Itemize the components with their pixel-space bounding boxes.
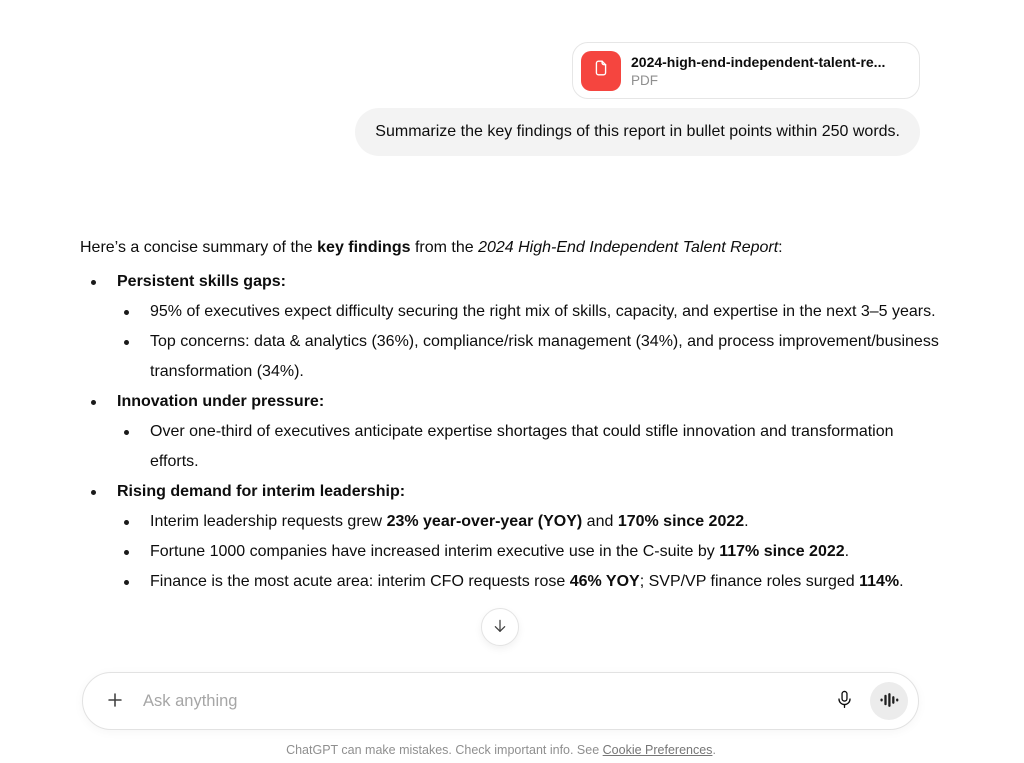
report-title: 2024 High-End Independent Talent Report: [478, 239, 779, 256]
list-item: Interim leadership requests grew 23% yea…: [124, 507, 942, 537]
file-meta: 2024-high-end-independent-talent-re... P…: [631, 52, 885, 90]
attach-plus-button[interactable]: [103, 689, 127, 713]
list-item: Top concerns: data & analytics (36%), co…: [124, 327, 942, 387]
item-bold: 170% since 2022: [617, 513, 745, 530]
item-bold: 46% YOY: [569, 573, 640, 590]
findings-list: Persistent skills gaps: 95% of executive…: [80, 267, 942, 597]
cookie-preferences-link[interactable]: Cookie Preferences: [602, 743, 713, 757]
dictate-button[interactable]: [832, 689, 856, 713]
list-item: Finance is the most acute area: interim …: [124, 567, 942, 597]
file-name: 2024-high-end-independent-talent-re...: [631, 53, 886, 70]
item-bold: 117% since 2022: [719, 543, 845, 560]
footer-disclaimer: ChatGPT can make mistakes. Check importa…: [80, 742, 922, 759]
intro-text: Here’s a concise summary of the: [80, 239, 318, 256]
item-text: and: [582, 513, 618, 530]
item-text: .: [899, 573, 904, 590]
item-text: Fortune 1000 companies have increased in…: [150, 543, 720, 560]
section-heading: Rising demand for interim leadership:: [117, 483, 406, 500]
item-text: .: [744, 513, 749, 530]
list-item: 95% of executives expect difficulty secu…: [124, 297, 942, 327]
list-item: Over one-third of executives anticipate …: [124, 417, 942, 477]
disclaimer-text: .: [712, 743, 716, 757]
intro-bold: key findings: [317, 239, 411, 256]
finding-section: Rising demand for interim leadership: In…: [91, 477, 942, 597]
item-text: Top concerns: data & analytics (36%), co…: [150, 333, 939, 380]
document-icon: [590, 57, 612, 84]
microphone-icon: [834, 689, 855, 713]
pdf-file-badge: [581, 50, 621, 91]
list-item: Fortune 1000 companies have increased in…: [124, 537, 942, 567]
item-text: .: [844, 543, 850, 560]
sub-list: 95% of executives expect difficulty secu…: [117, 297, 942, 387]
message-input[interactable]: [141, 690, 818, 712]
disclaimer-text: ChatGPT can make mistakes. Check importa…: [286, 743, 603, 757]
assistant-intro: Here’s a concise summary of the key find…: [80, 233, 942, 263]
intro-text: :: [778, 239, 783, 256]
composer-bar: [82, 672, 919, 730]
user-message-bubble: Summarize the key findings of this repor…: [355, 108, 920, 156]
voice-waveform-icon: [879, 690, 899, 713]
section-heading: Persistent skills gaps:: [117, 273, 286, 290]
intro-text: from the: [410, 239, 479, 256]
section-heading: Innovation under pressure:: [117, 393, 325, 410]
voice-mode-button[interactable]: [870, 682, 908, 720]
item-text: ; SVP/VP finance roles surged: [639, 573, 860, 590]
arrow-down-icon: [490, 616, 510, 639]
user-message-text: Summarize the key findings of this repor…: [375, 123, 900, 140]
plus-icon: [104, 689, 126, 714]
assistant-message: Here’s a concise summary of the key find…: [80, 233, 942, 597]
attachment-card[interactable]: 2024-high-end-independent-talent-re... P…: [572, 42, 920, 99]
item-bold: 23% year-over-year (YOY): [386, 513, 583, 530]
file-type: PDF: [631, 72, 658, 88]
finding-section: Innovation under pressure: Over one-thir…: [91, 387, 942, 477]
item-text: Over one-third of executives anticipate …: [150, 423, 894, 470]
item-text: Interim leadership requests grew: [150, 513, 387, 530]
finding-section: Persistent skills gaps: 95% of executive…: [91, 267, 942, 387]
item-bold: 114%: [859, 573, 900, 590]
scroll-to-bottom-button[interactable]: [481, 608, 519, 646]
item-text: Finance is the most acute area: interim …: [150, 573, 570, 590]
sub-list: Interim leadership requests grew 23% yea…: [117, 507, 942, 597]
sub-list: Over one-third of executives anticipate …: [117, 417, 942, 477]
item-text: 95% of executives expect difficulty secu…: [150, 303, 936, 320]
